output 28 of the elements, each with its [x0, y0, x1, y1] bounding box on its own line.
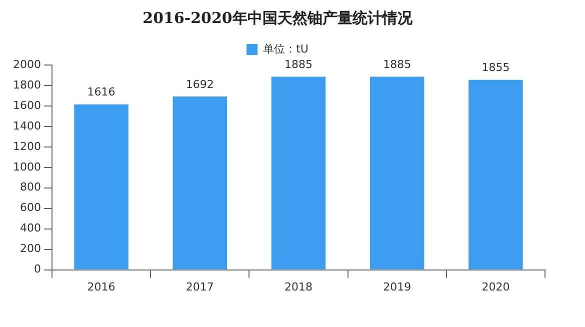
- bar: [370, 76, 424, 270]
- y-tick-label: 0: [34, 262, 41, 276]
- data-label: 1616: [87, 86, 116, 99]
- data-label: 1885: [284, 58, 312, 72]
- bar: [172, 96, 228, 270]
- y-tick-label: 400: [20, 222, 41, 235]
- y-tick-label: 1200: [12, 140, 41, 153]
- y-tick-label: 600: [20, 201, 41, 214]
- data-label: 1885: [383, 58, 412, 72]
- y-tick-label: 1600: [12, 98, 41, 112]
- bar: [271, 76, 326, 270]
- y-tick-label: 1000: [12, 160, 41, 174]
- x-tick-label: 2017: [186, 280, 214, 294]
- y-tick-label: 2000: [12, 58, 41, 71]
- x-tick-label: 2016: [87, 280, 116, 294]
- y-tick-label: 1800: [12, 78, 41, 92]
- chart-title: 2016-2020年中国天然铀产量统计情况: [142, 8, 414, 27]
- y-tick-label: 200: [20, 242, 41, 256]
- x-tick-label: 2019: [383, 280, 412, 294]
- data-label: 1855: [482, 61, 510, 74]
- data-label: 1692: [186, 78, 214, 91]
- bar: [74, 104, 128, 270]
- x-tick-label: 2018: [284, 280, 312, 294]
- legend-label: 单位：tU: [263, 42, 308, 56]
- x-tick-label: 2020: [482, 280, 510, 294]
- y-tick-label: 1400: [12, 119, 41, 132]
- y-tick-label: 800: [20, 180, 41, 194]
- bar: [468, 80, 523, 270]
